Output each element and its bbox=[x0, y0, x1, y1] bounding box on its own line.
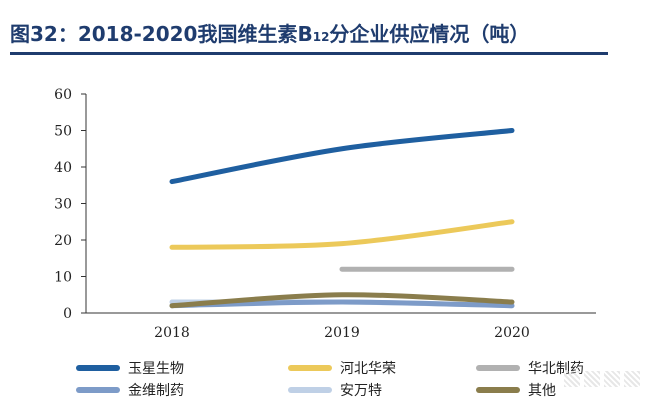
y-tick-label: 20 bbox=[54, 233, 72, 249]
legend-swatch bbox=[476, 365, 520, 371]
x-tick-label: 2018 bbox=[154, 325, 190, 341]
legend: 玉星生物 河北华荣 华北制药金维制药 安万特 其他 bbox=[76, 358, 636, 402]
x-tick-label: 2020 bbox=[494, 325, 530, 341]
legend-label: 河北华荣 bbox=[340, 361, 396, 377]
legend-item: 河北华荣 bbox=[288, 358, 396, 378]
legend-item: 安万特 bbox=[288, 380, 382, 400]
legend-label: 其他 bbox=[528, 383, 556, 399]
legend-item: 其他 bbox=[476, 380, 556, 400]
series-line-0 bbox=[169, 128, 515, 185]
chart-title-subscript: 12 bbox=[312, 30, 330, 44]
y-tick-label: 50 bbox=[54, 124, 72, 140]
legend-item: 玉星生物 bbox=[76, 358, 184, 378]
x-tick-label: 2019 bbox=[324, 325, 360, 341]
y-tick-label: 30 bbox=[54, 197, 72, 213]
legend-item: 金维制药 bbox=[76, 380, 184, 400]
legend-swatch bbox=[76, 365, 120, 371]
chart-title: 图32：2018-2020我国维生素B12分企业供应情况（吨） bbox=[10, 18, 529, 47]
series-line-5 bbox=[169, 292, 515, 309]
y-tick-label: 60 bbox=[54, 87, 72, 103]
series-line-1 bbox=[169, 219, 515, 250]
chart-title-main: 图32：2018-2020我国维生素B bbox=[10, 22, 313, 46]
legend-swatch bbox=[288, 387, 332, 393]
legend-label: 玉星生物 bbox=[128, 361, 184, 377]
legend-swatch bbox=[476, 387, 520, 393]
title-bar: 图32：2018-2020我国维生素B12分企业供应情况（吨） bbox=[10, 14, 608, 55]
legend-label: 华北制药 bbox=[528, 361, 584, 377]
legend-label: 金维制药 bbox=[128, 383, 184, 399]
legend-item: 华北制药 bbox=[476, 358, 584, 378]
y-tick-label: 40 bbox=[54, 160, 72, 176]
legend-swatch bbox=[288, 365, 332, 371]
watermark bbox=[564, 371, 654, 393]
chart-title-rest: 分企业供应情况（吨） bbox=[329, 22, 530, 46]
y-tick-label: 10 bbox=[54, 270, 72, 286]
legend-swatch bbox=[76, 387, 120, 393]
y-tick-label: 0 bbox=[63, 306, 72, 322]
legend-label: 安万特 bbox=[340, 383, 382, 399]
